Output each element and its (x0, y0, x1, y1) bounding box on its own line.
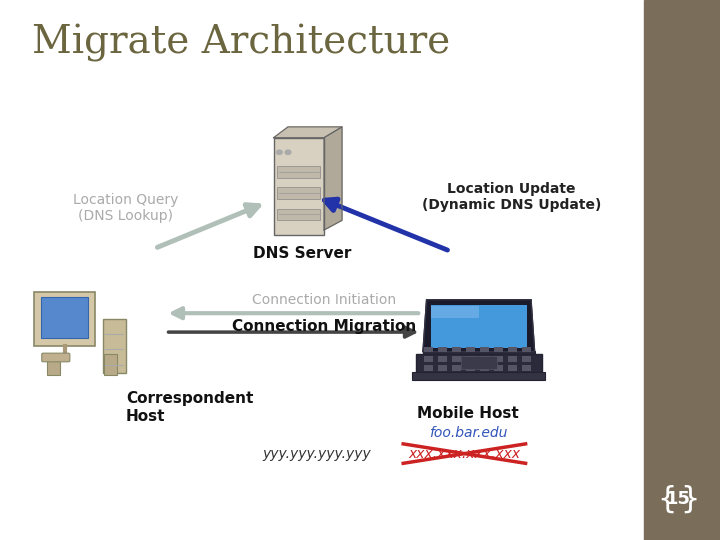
FancyBboxPatch shape (522, 356, 531, 362)
Bar (644, 0, 720, 540)
FancyBboxPatch shape (522, 366, 531, 371)
Text: 15: 15 (666, 490, 690, 509)
Text: Correspondent
Host: Correspondent Host (126, 392, 253, 424)
FancyBboxPatch shape (452, 366, 461, 371)
FancyBboxPatch shape (425, 356, 433, 362)
FancyBboxPatch shape (104, 354, 117, 375)
Text: Location Query
(DNS Lookup): Location Query (DNS Lookup) (73, 193, 179, 223)
FancyBboxPatch shape (508, 366, 517, 371)
Text: yyy.yyy.yyy.yyy: yyy.yyy.yyy.yyy (262, 447, 372, 461)
FancyBboxPatch shape (412, 372, 546, 380)
FancyBboxPatch shape (438, 366, 447, 371)
FancyBboxPatch shape (467, 366, 475, 371)
FancyBboxPatch shape (42, 353, 70, 362)
FancyBboxPatch shape (42, 297, 89, 338)
FancyBboxPatch shape (522, 347, 531, 353)
Text: Connection Migration: Connection Migration (232, 319, 416, 334)
FancyBboxPatch shape (480, 347, 489, 353)
Text: foo.bar.edu: foo.bar.edu (429, 426, 507, 440)
FancyBboxPatch shape (274, 138, 324, 235)
FancyBboxPatch shape (452, 347, 461, 353)
FancyBboxPatch shape (452, 356, 461, 362)
Circle shape (276, 150, 282, 154)
Polygon shape (274, 127, 342, 138)
FancyBboxPatch shape (508, 356, 517, 362)
Text: Location Update
(Dynamic DNS Update): Location Update (Dynamic DNS Update) (421, 182, 601, 212)
Text: Mobile Host: Mobile Host (417, 406, 519, 421)
Text: Connection Initiation: Connection Initiation (252, 293, 396, 307)
Text: {: { (657, 485, 677, 514)
FancyBboxPatch shape (508, 347, 517, 353)
Polygon shape (423, 300, 534, 352)
FancyBboxPatch shape (467, 347, 475, 353)
FancyBboxPatch shape (480, 366, 489, 371)
FancyBboxPatch shape (35, 292, 95, 346)
FancyBboxPatch shape (461, 356, 497, 369)
FancyBboxPatch shape (494, 366, 503, 371)
FancyBboxPatch shape (494, 347, 503, 353)
Circle shape (285, 150, 291, 154)
Polygon shape (324, 127, 342, 230)
FancyBboxPatch shape (494, 356, 503, 362)
Text: DNS Server: DNS Server (253, 246, 351, 261)
FancyBboxPatch shape (425, 366, 433, 371)
FancyBboxPatch shape (277, 166, 320, 178)
FancyBboxPatch shape (416, 354, 541, 373)
FancyBboxPatch shape (438, 347, 447, 353)
FancyBboxPatch shape (425, 347, 433, 353)
FancyBboxPatch shape (431, 305, 527, 348)
FancyBboxPatch shape (277, 187, 320, 199)
FancyBboxPatch shape (423, 351, 534, 356)
Text: Migrate Architecture: Migrate Architecture (32, 24, 451, 62)
FancyBboxPatch shape (277, 208, 320, 220)
FancyBboxPatch shape (103, 319, 127, 373)
Text: }: } (680, 485, 700, 514)
FancyBboxPatch shape (431, 306, 479, 318)
FancyBboxPatch shape (467, 356, 475, 362)
FancyBboxPatch shape (47, 354, 60, 375)
FancyBboxPatch shape (480, 356, 489, 362)
Text: xxx.xxx.xxx.xxx: xxx.xxx.xxx.xxx (408, 447, 521, 461)
FancyBboxPatch shape (438, 356, 447, 362)
